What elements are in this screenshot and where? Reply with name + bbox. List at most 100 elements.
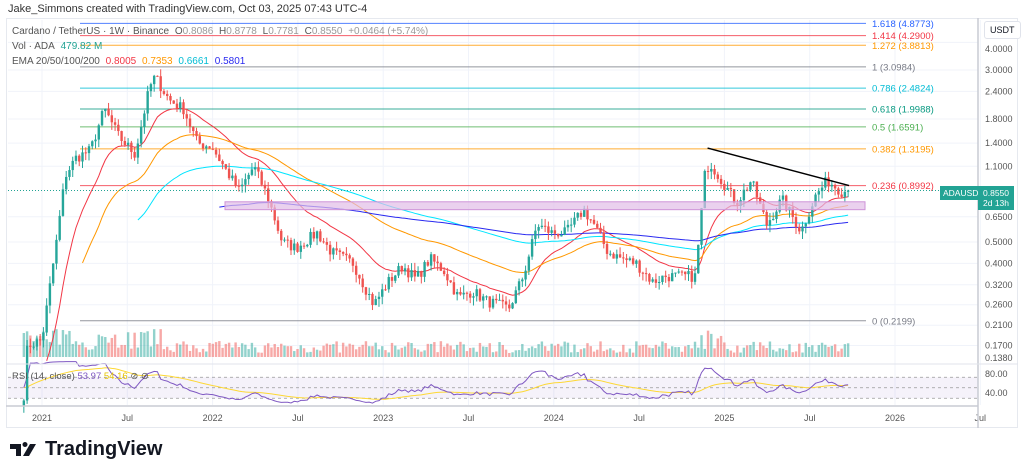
volume-bar [133, 332, 136, 357]
candle-body [29, 345, 32, 347]
volume-bar [495, 351, 498, 357]
price-tick: 0.6500 [985, 212, 1013, 222]
volume-bar [296, 348, 299, 357]
candle-body [644, 273, 648, 275]
candle-body [791, 206, 794, 218]
volume-bar [286, 346, 289, 357]
volume-bar [798, 343, 801, 357]
volume-bar [622, 344, 625, 357]
candle-body [38, 339, 42, 341]
tradingview-logo[interactable]: TradingView [10, 438, 162, 461]
volume-bar [126, 332, 130, 357]
volume-bar [716, 338, 720, 357]
volume-bar [325, 343, 329, 357]
candle-body [843, 191, 847, 197]
candle-body [635, 260, 638, 264]
ema200-value: 0.5801 [214, 56, 246, 67]
volume-bar [498, 342, 501, 357]
symbol-title[interactable]: Cardano / TetherUS · 1W · Binance [12, 26, 170, 37]
time-tick: 2023 [373, 413, 393, 423]
volume-bar [537, 344, 540, 357]
candle-body [553, 230, 557, 234]
candle-body [185, 114, 188, 119]
volume-bar [771, 349, 775, 357]
volume-bar [211, 343, 215, 357]
candle-body [32, 346, 35, 348]
candle-body [48, 283, 52, 306]
candle-body [716, 174, 720, 179]
candle-body [615, 254, 619, 259]
candle-body [218, 154, 221, 162]
candle-body [110, 115, 114, 123]
candle-body [208, 146, 211, 149]
currency-unit-button[interactable]: USDT [984, 21, 1021, 39]
volume-bar [400, 347, 403, 357]
candle-body [817, 191, 821, 195]
volume-bar [586, 343, 589, 357]
candle-body [341, 252, 345, 254]
volume-bar [814, 351, 817, 357]
candle-body [22, 400, 26, 406]
volume-bar [293, 351, 296, 357]
volume-bar [677, 347, 680, 357]
volume-bar [791, 352, 794, 357]
candle-body [837, 188, 840, 195]
time-tick: 2021 [32, 413, 52, 423]
volume-bar [843, 344, 847, 357]
chart-credit: Jake_Simmons created with TradingView.co… [8, 3, 368, 15]
candles [22, 69, 850, 413]
volume-bar [299, 345, 302, 357]
volume-bar [511, 352, 514, 357]
candle-body [423, 262, 426, 277]
candle-body [511, 303, 514, 309]
ema-label[interactable]: EMA 20/50/100/200 [12, 56, 100, 67]
candle-body [517, 281, 521, 291]
volume-bar [377, 349, 381, 357]
candle-body [609, 253, 612, 255]
candle-body [81, 152, 84, 162]
volume-bar [742, 347, 746, 357]
candle-body [583, 208, 586, 217]
volume-bar [811, 345, 814, 357]
open-label: O [174, 26, 183, 37]
candle-body [35, 339, 39, 347]
low-label: L [262, 26, 269, 37]
volume-bar [306, 352, 309, 357]
candle-body [537, 227, 540, 231]
candle-body [172, 100, 175, 104]
volume-bar [84, 347, 87, 357]
candle-body [618, 254, 622, 258]
candle-body [534, 230, 537, 240]
volume-bar [354, 349, 358, 357]
bar-countdown: 2d 13h [983, 198, 1009, 208]
volume-bar [351, 344, 355, 357]
volume-bar [833, 344, 837, 357]
candle-body [641, 272, 645, 274]
volume-bar [368, 346, 371, 357]
volume-bar [713, 348, 716, 357]
volume-bar [491, 352, 495, 357]
volume-bar [569, 352, 573, 357]
volume-bar [648, 347, 651, 357]
candle-body [781, 195, 785, 200]
eye-off-icon[interactable]: ⊘ [140, 371, 149, 382]
candle-body [156, 75, 159, 77]
volume-bar [820, 342, 824, 357]
volume-label[interactable]: Vol · ADA [12, 41, 55, 52]
candle-body [374, 299, 377, 306]
candle-body [840, 194, 843, 197]
rsi-value: 53.97 [77, 371, 102, 382]
volume-bar [449, 345, 452, 357]
chart-frame [6, 18, 1018, 428]
candle-body [286, 239, 289, 241]
candle-body [377, 296, 381, 300]
candle-body [328, 244, 332, 255]
candle-body [205, 146, 208, 149]
rsi-tick: 80.00 [985, 369, 1008, 379]
candle-body [296, 243, 299, 252]
candle-body [224, 164, 228, 169]
volume-bar [540, 341, 544, 357]
eye-off-icon[interactable]: ⊘ [130, 371, 139, 382]
rsi-label[interactable]: RSI (14, close) [12, 371, 75, 382]
